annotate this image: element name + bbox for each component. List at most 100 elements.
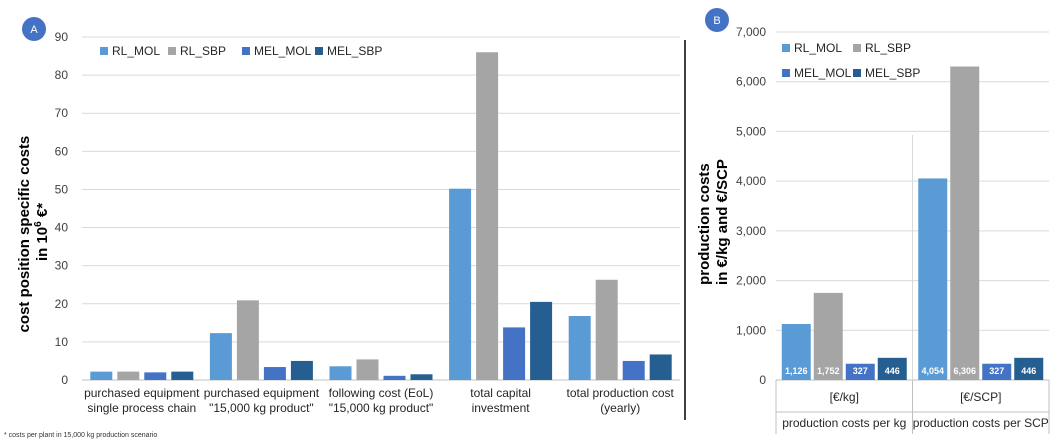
panel-b-legend-label: MEL_SBP <box>865 66 920 80</box>
panel-a-y-tick-label: 80 <box>55 68 69 82</box>
panel-b-legend-label: MEL_MOL <box>794 66 852 80</box>
panel-a-gridlines <box>82 36 680 381</box>
panel-a-legend-label: RL_MOL <box>112 44 160 58</box>
panel-b-y-tick-label: 7,000 <box>736 25 766 39</box>
panel-a-category-label: single process chain <box>87 401 196 415</box>
panel-a-y-tick-label: 90 <box>55 30 69 44</box>
panel-a-category-label: (yearly) <box>600 401 640 415</box>
panel-b-group-label: production costs per kg <box>782 416 906 430</box>
panel-b-badge-label: B <box>713 15 720 27</box>
panel-b-legend-swatch <box>853 44 861 52</box>
panel-a-y-title-line1: cost position specific costs <box>16 136 33 333</box>
panel-a-category-label: purchased equipment <box>204 386 320 400</box>
panel-a-legend-label: MEL_MOL <box>254 44 312 58</box>
panel-a-bar-mel-mol <box>144 372 167 380</box>
panel-a-bar-rl-sbp <box>356 359 379 380</box>
panel-b-y-tick-label: 3,000 <box>736 224 766 238</box>
panel-b-legend-swatch <box>782 44 790 52</box>
panel-a-bar-rl-sbp <box>117 371 140 380</box>
panel-b-bar-mel-sbp <box>1014 357 1044 380</box>
panel-b-y-tick-label: 0 <box>759 373 766 387</box>
panel-a-y-tick-label: 0 <box>61 373 68 387</box>
panel-b-bar-mel-sbp <box>877 357 907 380</box>
panel-a-bar-rl-mol <box>90 371 113 380</box>
panel-a-bar-mel-sbp <box>649 354 672 380</box>
panel-a-bar-mel-mol <box>622 360 645 380</box>
panel-a-bar-rl-mol <box>568 315 591 380</box>
panel-a-y-tick-label: 60 <box>55 144 69 158</box>
panel-b-data-label: 1,752 <box>817 366 840 376</box>
panel-a-badge-label: A <box>30 24 38 36</box>
panel-a-y-axis-title: cost position specific costs in 106 €* <box>16 132 51 333</box>
panel-a-bar-mel-sbp <box>290 360 313 380</box>
panel-a-bar-mel-sbp <box>530 301 553 380</box>
panel-b-legend-label: RL_MOL <box>794 41 842 55</box>
panel-a-bar-mel-mol <box>263 367 286 380</box>
panel-b-category-labels: [€/kg] production costs per kg [€/SCP] prod… <box>775 135 1050 434</box>
panel-b-y-ticks: 0 1,000 2,000 3,000 4,000 5,000 6,000 7,000 <box>736 25 766 387</box>
panel-a-category-label: investment <box>472 401 531 415</box>
panel-a-y-title-line2: in 10 <box>34 227 51 261</box>
panel-b-data-label: 327 <box>989 366 1004 376</box>
panel-b-y-title-line2: in €/kg and €/SCP <box>714 159 731 285</box>
panel-b-y-tick-label: 2,000 <box>736 274 766 288</box>
panel-a-category-label: "15,000 kg product" <box>209 401 314 415</box>
panel-b-data-label: 6,306 <box>953 366 976 376</box>
panel-a-bar-mel-sbp <box>410 374 433 380</box>
panel-b-bar-rl-mol <box>918 178 948 380</box>
panel-b-legend-label: RL_SBP <box>865 41 911 55</box>
panel-a-y-tick-label: 40 <box>55 221 69 235</box>
panel-b-legend-swatch <box>853 69 861 77</box>
panel-b-data-label: 446 <box>885 366 900 376</box>
panel-a-y-tick-label: 10 <box>55 335 69 349</box>
panel-a-y-tick-label: 20 <box>55 297 69 311</box>
panel-b-y-tick-label: 5,000 <box>736 124 766 138</box>
panel-b-y-tick-label: 4,000 <box>736 174 766 188</box>
panel-b-legend-swatch <box>782 69 790 77</box>
panel-a-bar-mel-sbp <box>171 371 194 380</box>
panel-a-y-tick-label: 50 <box>55 182 69 196</box>
panel-a-bar-mel-mol <box>503 327 526 380</box>
panel-a-bar-rl-sbp <box>476 52 499 380</box>
panel-a-bars <box>90 52 672 380</box>
panel-a-category-label: total capital <box>470 386 531 400</box>
panel-b-bars: 1,126 1,752 327 446 4,054 6,306 327 446 <box>781 66 1044 381</box>
panel-b-bar-rl-sbp <box>950 66 980 381</box>
panel-b-y-title-line1: production costs <box>696 163 713 285</box>
panel-a-badge-circle <box>22 17 46 41</box>
panel-a-bar-mel-mol <box>383 375 406 380</box>
panel-a-legend-swatch <box>242 47 250 55</box>
panel-b-legend: RL_MOL RL_SBP MEL_MOL MEL_SBP <box>782 41 920 80</box>
panel-a-category-label: following cost (EoL) <box>329 386 434 400</box>
panel-b-data-label: 4,054 <box>921 366 944 376</box>
panel-a-category-label: "15,000 kg product" <box>329 401 434 415</box>
panel-b-data-label: 327 <box>853 366 868 376</box>
panel-a-legend-swatch <box>168 47 176 55</box>
panel-b: 0 1,000 2,000 3,000 4,000 5,000 6,000 7,000 1,1… <box>696 8 1050 434</box>
panel-a-legend-swatch <box>315 47 323 55</box>
panel-b-bar-mel-mol <box>982 363 1012 380</box>
panel-b-y-tick-label: 1,000 <box>736 323 766 337</box>
panel-a-y-tick-label: 70 <box>55 106 69 120</box>
panel-a-legend: RL_MOL RL_SBP MEL_MOL MEL_SBP <box>100 44 382 58</box>
panel-b-bar-rl-sbp <box>813 292 843 380</box>
panel-b-bar-rl-mol <box>781 324 811 380</box>
panel-a-y-ticks: 0 10 20 30 40 50 60 70 80 90 <box>55 30 69 387</box>
panel-b-y-axis-title: production costs in €/kg and €/SCP <box>696 159 731 285</box>
panel-b-unit-label: [€/kg] <box>830 390 859 404</box>
panel-b-y-tick-label: 6,000 <box>736 75 766 89</box>
panel-a-legend-label: MEL_SBP <box>327 44 382 58</box>
panel-b-data-label: 1,126 <box>785 366 808 376</box>
panel-a-y-title-sup: 6 <box>33 221 44 227</box>
panel-a-legend-swatch <box>100 47 108 55</box>
panel-a-category-label: total production cost <box>566 386 674 400</box>
panel-b-data-label: 446 <box>1021 366 1036 376</box>
footnote: * costs per plant in 15,000 kg productio… <box>4 432 157 439</box>
panel-a-bar-rl-mol <box>329 366 352 380</box>
panel-a-bar-rl-sbp <box>236 300 259 380</box>
panel-b-bar-mel-mol <box>845 363 875 380</box>
panel-b-group-label: production costs per SCP <box>913 416 1049 430</box>
